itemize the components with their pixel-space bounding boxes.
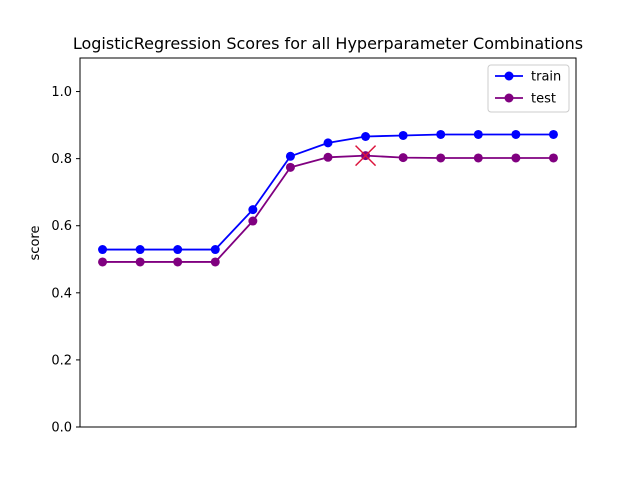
series-line-test [102,154,554,263]
legend-marker-test [504,93,514,103]
data-point-test [436,153,446,163]
data-point-train [135,245,145,255]
data-point-test [98,257,108,267]
data-point-train [210,245,220,255]
y-axis-ticks: 0.0 0.2 0.4 0.6 0.8 1.0 [51,85,80,436]
data-point-train [361,131,371,141]
best-marker-layer [355,145,377,167]
data-point-test [548,153,558,163]
data-point-train [511,129,521,139]
best-score-marker [355,145,377,167]
data-point-train [323,138,333,148]
legend-label-test: test [531,92,556,107]
data-point-test [248,216,258,226]
series-line-train [102,133,554,251]
legend: train test [487,64,570,113]
y-tick-label: 0.2 [51,353,72,368]
legend-label-train: train [531,70,561,85]
data-point-test [210,257,220,267]
y-tick-label: 1.0 [51,85,72,100]
chart-title: LogisticRegression Scores for all Hyperp… [73,34,583,53]
data-point-test [473,153,483,163]
data-point-train [285,151,295,161]
y-tick-label: 0.0 [51,421,72,436]
data-point-test [323,152,333,162]
data-point-train [173,245,183,255]
y-tick-label: 0.4 [51,286,72,301]
data-point-train [248,205,258,215]
plot-area-frame [79,57,577,428]
series-layer [98,129,558,267]
data-point-test [173,257,183,267]
data-point-test [511,153,521,163]
y-tick-label: 0.8 [51,152,72,167]
y-axis-label: score [28,226,43,261]
data-point-train [473,129,483,139]
data-point-test [135,257,145,267]
data-point-train [548,129,558,139]
data-point-train [436,129,446,139]
data-point-train [398,130,408,140]
data-point-test [398,153,408,163]
y-tick-label: 0.6 [51,219,72,234]
legend-marker-train [504,71,514,81]
data-point-test [285,162,295,172]
data-point-train [98,245,108,255]
